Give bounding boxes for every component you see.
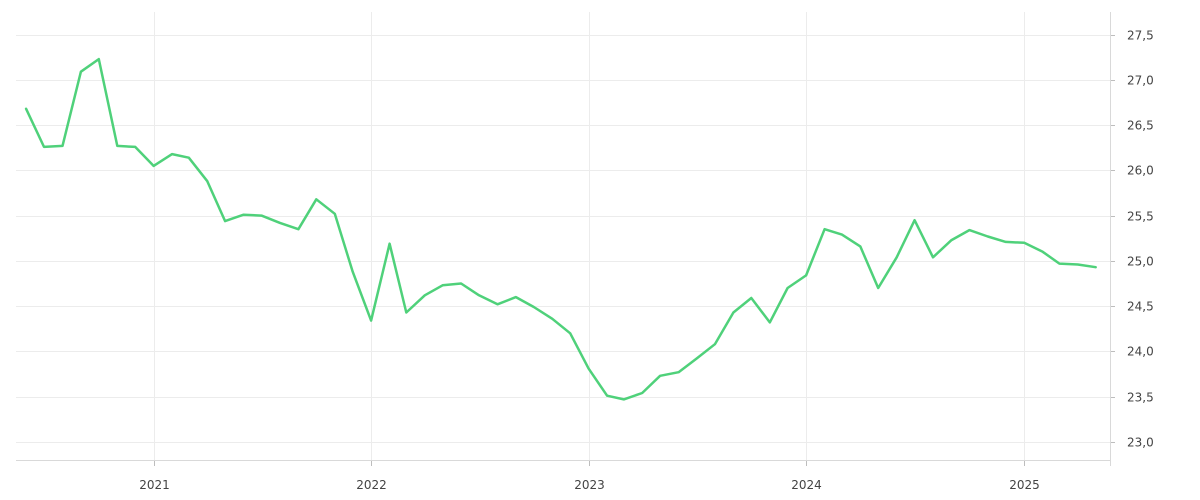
grid [16,12,1110,460]
y-tick-label: 26,5 [1127,119,1154,133]
x-tick-label: 2022 [356,478,387,492]
x-tick-label: 2021 [139,478,170,492]
y-tick-label: 27,5 [1127,29,1154,43]
x-tick-label: 2023 [574,478,605,492]
y-tick-label: 25,0 [1127,255,1154,269]
y-tick-label: 24,0 [1127,345,1154,359]
y-tick-label: 26,0 [1127,164,1154,178]
x-axis-labels: 2021 2022 2023 2024 2025 [139,478,1040,492]
y-tick-label: 27,0 [1127,74,1154,88]
x-tick-label: 2024 [791,478,822,492]
y-tick-label: 24,5 [1127,300,1154,314]
y-tick-label: 25,5 [1127,210,1154,224]
y-tick-label: 23,0 [1127,436,1154,450]
axes [16,12,1115,466]
y-axis-labels: 23,0 23,5 24,0 24,5 25,0 25,5 26,0 26,5 27,0 27,5 [1127,29,1154,450]
y-tick-label: 23,5 [1127,391,1154,405]
x-tick-label: 2025 [1009,478,1040,492]
series-group [24,57,1097,401]
series-line [24,57,1097,401]
